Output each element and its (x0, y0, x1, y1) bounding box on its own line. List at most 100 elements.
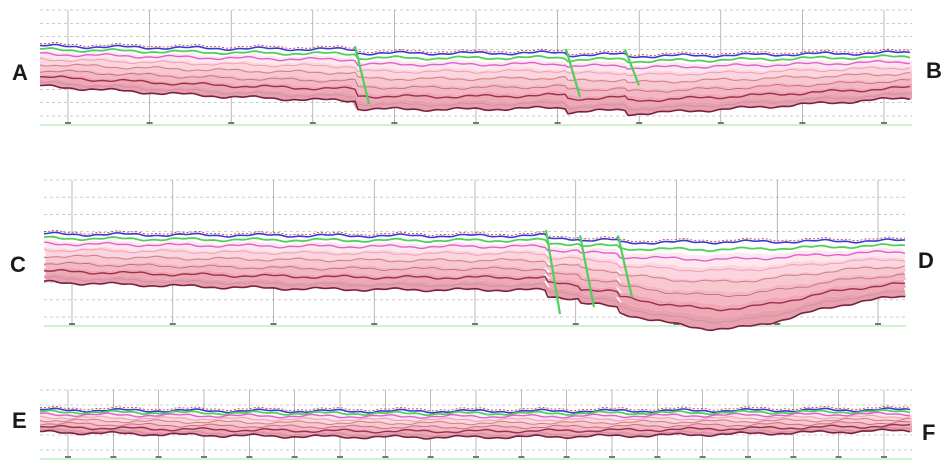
surface-line (39, 405, 911, 412)
horizon-line (39, 417, 911, 426)
horizon-line (40, 47, 911, 64)
strata-band (40, 420, 912, 432)
horizon-line (39, 57, 911, 77)
horizon-line (39, 423, 911, 434)
fault-line (578, 235, 596, 308)
trace-tick (875, 323, 881, 325)
horizon-line (39, 420, 910, 430)
strata-band (44, 273, 906, 331)
trace-tick (472, 323, 478, 325)
horizon-line (39, 63, 911, 84)
trace-tick (554, 122, 561, 124)
horizons (39, 405, 911, 440)
horizon-line (39, 69, 910, 93)
section-ef-end-label: F (922, 420, 936, 445)
trace-tick (654, 456, 661, 458)
strata-band (44, 254, 906, 293)
horizon-line (39, 408, 911, 417)
horizon-line (40, 84, 911, 117)
strata-band (40, 63, 912, 90)
section-cd-start-label: C (10, 252, 26, 277)
trace-tick (382, 456, 389, 458)
section-ef (39, 389, 912, 460)
trace-tick (473, 456, 479, 458)
section-ef-start-label: E (12, 408, 27, 433)
horizon-line (39, 428, 911, 440)
horizon-line (39, 43, 911, 59)
trace-tick (636, 122, 643, 124)
horizon-line (43, 268, 906, 312)
trace-tick (745, 456, 751, 458)
trace-tick (799, 122, 806, 124)
fault-line (623, 48, 641, 86)
fault-line (564, 48, 582, 98)
strata-band (40, 417, 912, 428)
trace-tick (337, 456, 343, 458)
fault-line (616, 235, 634, 298)
horizon-line (39, 75, 911, 103)
trace-tick (69, 323, 75, 325)
trace-tick (609, 456, 615, 458)
trace-tick (155, 456, 162, 458)
trace-tick (391, 122, 398, 124)
horizon-line (39, 414, 911, 422)
trace-tick (110, 456, 117, 458)
horizon-line (43, 254, 906, 283)
strata-band (40, 426, 912, 439)
surface-line (43, 229, 906, 243)
trace-tick (717, 122, 724, 124)
trace-tick (270, 323, 277, 325)
trace-tick (146, 122, 153, 124)
faults (544, 229, 634, 315)
trace-tick (309, 122, 316, 124)
horizon-line (39, 411, 911, 419)
section-cd-end-label: D (918, 248, 934, 273)
horizon-line (43, 241, 906, 262)
horizon-line (43, 261, 906, 297)
trace-tick (835, 456, 842, 458)
horizon-line (39, 81, 911, 111)
trace-tick (518, 456, 525, 458)
section-cd (43, 179, 906, 332)
trace-tick (371, 323, 378, 325)
horizons (39, 42, 911, 117)
horizon-line (43, 279, 906, 332)
trace-tick (699, 456, 706, 458)
strata-band (40, 411, 912, 421)
surface-line (39, 42, 911, 57)
trace-tick (201, 456, 207, 458)
horizon-line (39, 51, 911, 71)
trace-tick (572, 323, 579, 325)
fault-line (353, 45, 371, 105)
trace-tick (169, 323, 176, 325)
trace-tick (673, 323, 680, 325)
strata-band (40, 414, 912, 425)
trace-tick (65, 122, 71, 124)
trace-tick (228, 122, 235, 124)
horizon-line (43, 231, 906, 245)
trace-tick (246, 456, 253, 458)
strata-band (44, 260, 906, 306)
section-ab-end-label: B (926, 58, 942, 83)
trace-tick (291, 456, 298, 458)
trace-tick (881, 122, 887, 124)
section-ab-start-label: A (12, 60, 28, 85)
horizon-line (39, 407, 911, 414)
trace-tick (473, 122, 479, 124)
horizons (43, 229, 906, 332)
horizon-line (43, 276, 906, 324)
trace-tick (881, 456, 887, 458)
trace-tick (427, 456, 434, 458)
trace-tick (774, 323, 781, 325)
strata-band (44, 246, 906, 280)
fault-line (544, 229, 562, 315)
strata-band (40, 68, 912, 98)
trace-tick (65, 456, 71, 458)
section-ab (39, 9, 912, 126)
horizon-line (39, 426, 911, 438)
horizon-line (43, 248, 906, 273)
faults (353, 45, 641, 105)
trace-tick (563, 456, 570, 458)
trace-tick (790, 456, 797, 458)
